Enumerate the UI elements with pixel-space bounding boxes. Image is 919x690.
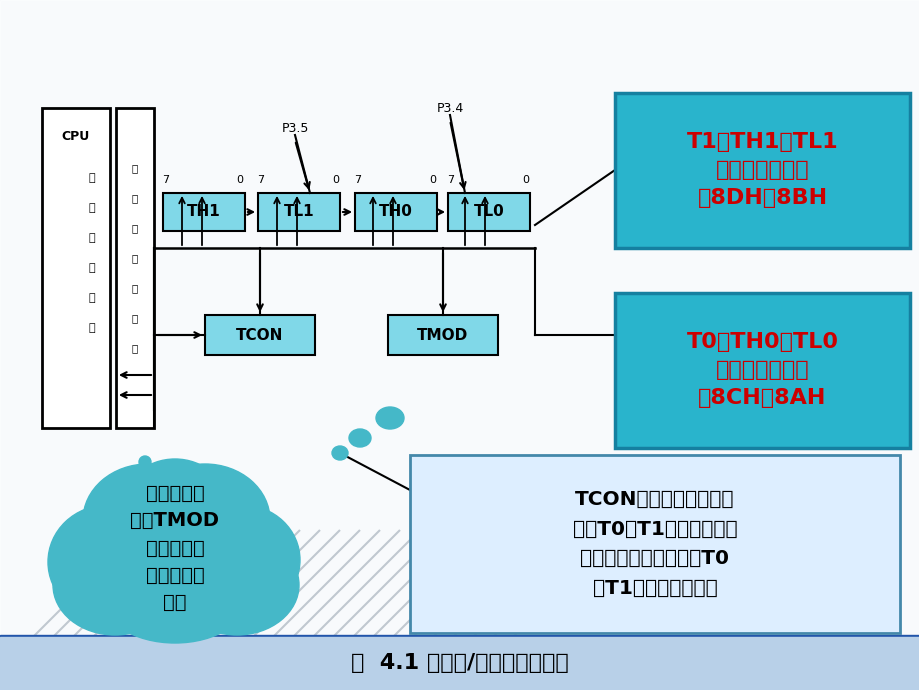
Text: 7: 7 [354, 175, 361, 185]
Text: 0: 0 [429, 175, 436, 185]
Text: TL1: TL1 [283, 204, 314, 219]
FancyBboxPatch shape [163, 193, 244, 231]
Text: TL0: TL0 [473, 204, 504, 219]
Text: 0: 0 [522, 175, 529, 185]
FancyBboxPatch shape [116, 108, 153, 428]
Ellipse shape [175, 535, 299, 635]
Text: 特殊功能寄
存器TMOD
控制定时计
数器的工作
方式: 特殊功能寄 存器TMOD 控制定时计 数器的工作 方式 [130, 484, 220, 612]
Text: TH1: TH1 [187, 204, 221, 219]
Text: 0: 0 [236, 175, 244, 185]
Text: 区: 区 [131, 343, 138, 353]
FancyBboxPatch shape [448, 193, 529, 231]
Text: 总: 总 [131, 223, 138, 233]
Ellipse shape [90, 475, 260, 631]
Text: T0由TH0、TL0
构成，字节地址
为8CH、8AH: T0由TH0、TL0 构成，字节地址 为8CH、8AH [686, 333, 837, 408]
Ellipse shape [48, 505, 168, 619]
FancyBboxPatch shape [614, 293, 909, 448]
Text: 线: 线 [88, 323, 96, 333]
Text: 冲: 冲 [131, 313, 138, 323]
FancyBboxPatch shape [614, 93, 909, 248]
Text: 数: 数 [131, 163, 138, 173]
Ellipse shape [123, 459, 227, 551]
Text: 处: 处 [88, 233, 96, 243]
FancyBboxPatch shape [410, 455, 899, 633]
Text: CPU: CPU [62, 130, 90, 143]
FancyBboxPatch shape [257, 193, 340, 231]
Text: 7: 7 [447, 175, 454, 185]
Text: T1由TH1、TL1
构成，字节地址
为8DH、8BH: T1由TH1、TL1 构成，字节地址 为8DH、8BH [686, 132, 837, 208]
Text: TCON则用于控制定时计
数器T0和T1的启动和停止
计数，同时管理定时器T0
和T1的溢出标志等。: TCON则用于控制定时计 数器T0和T1的启动和停止 计数，同时管理定时器T0 … [572, 491, 736, 598]
Text: 缓: 缓 [131, 283, 138, 293]
Ellipse shape [348, 429, 370, 447]
Text: 0: 0 [332, 175, 339, 185]
Text: TH0: TH0 [379, 204, 413, 219]
Text: 7: 7 [257, 175, 265, 185]
Ellipse shape [376, 407, 403, 429]
Text: 7: 7 [163, 175, 169, 185]
Text: TCON: TCON [236, 328, 283, 342]
FancyBboxPatch shape [388, 315, 497, 355]
Text: 总: 总 [88, 293, 96, 303]
Circle shape [139, 456, 151, 468]
Text: P3.5: P3.5 [281, 121, 309, 135]
FancyBboxPatch shape [42, 108, 110, 428]
FancyBboxPatch shape [355, 193, 437, 231]
Text: 图  4.1 定时器/计数器结构框图: 图 4.1 定时器/计数器结构框图 [351, 653, 568, 673]
Text: 据: 据 [88, 203, 96, 213]
FancyBboxPatch shape [205, 315, 314, 355]
Text: P3.4: P3.4 [436, 101, 463, 115]
Text: 数: 数 [88, 173, 96, 183]
Bar [0, 635, 919, 650]
Bar [0, 637, 919, 690]
Text: TMOD: TMOD [417, 328, 468, 342]
Text: 线: 线 [131, 253, 138, 263]
Ellipse shape [140, 464, 269, 576]
Ellipse shape [100, 547, 250, 643]
Ellipse shape [184, 505, 300, 615]
Text: 据: 据 [131, 193, 138, 203]
Text: 理: 理 [88, 263, 96, 273]
Circle shape [149, 463, 167, 481]
Ellipse shape [83, 464, 213, 576]
Circle shape [119, 471, 145, 497]
Ellipse shape [332, 446, 347, 460]
Ellipse shape [53, 535, 176, 635]
